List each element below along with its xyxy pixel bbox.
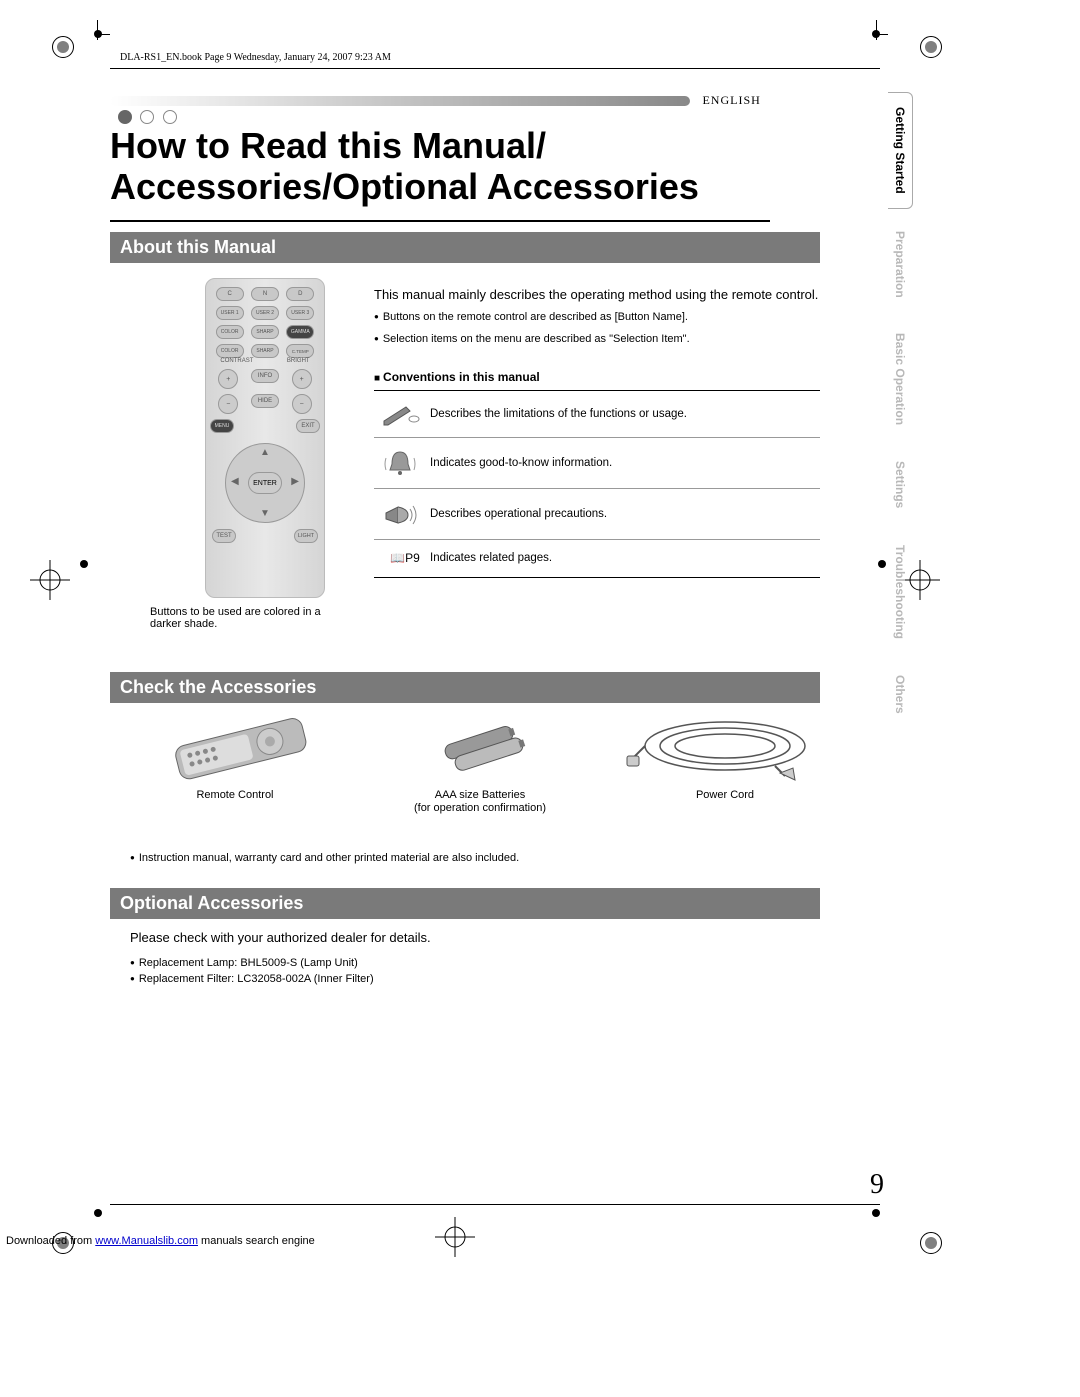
about-text-block: This manual mainly describes the operati… — [374, 286, 820, 578]
accessory-item: Power Cord — [620, 708, 830, 815]
remote-illustration: C N D USER 1 USER 2 USER 3 COLOR SHARP G… — [180, 278, 350, 630]
side-tab-troubleshooting[interactable]: Troubleshooting — [888, 531, 912, 653]
book-ref-icon: 📖P9 — [380, 550, 430, 567]
megaphone-icon — [380, 499, 430, 529]
convention-text: Indicates related pages. — [430, 550, 814, 566]
doc-header-info: DLA-RS1_EN.book Page 9 Wednesday, Januar… — [120, 52, 391, 63]
page-number: 9 — [870, 1169, 884, 1201]
remote-btn: INFO — [251, 369, 279, 383]
accessory-label: Remote Control — [130, 789, 340, 802]
side-tab-getting-started[interactable]: Getting Started — [888, 92, 913, 209]
accessories-row: Remote Control AAA size Batteries (for o… — [130, 708, 830, 815]
side-tab-preparation[interactable]: Preparation — [888, 217, 912, 312]
remote-btn: + — [292, 369, 312, 389]
remote-btn-dark: GAMMA — [286, 325, 314, 339]
footer-rule — [110, 1204, 880, 1205]
optional-item: Replacement Filter: LC32058-002A (Inner … — [130, 973, 820, 985]
side-tab-settings[interactable]: Settings — [888, 447, 912, 522]
language-bar: ENGLISH — [110, 92, 830, 106]
language-label: ENGLISH — [702, 93, 760, 107]
convention-text: Indicates good-to-know information. — [430, 455, 814, 471]
remote-btn: D — [286, 287, 314, 301]
side-tab-others[interactable]: Others — [888, 661, 912, 728]
side-tab-basic-operation[interactable]: Basic Operation — [888, 319, 912, 439]
remote-btn: COLOR — [216, 344, 244, 358]
remote-btn: C.TEMP — [286, 344, 314, 358]
remote-btn: USER 3 — [286, 306, 314, 320]
about-intro: This manual mainly describes the operati… — [374, 286, 820, 304]
remote-btn: LIGHT — [294, 529, 318, 543]
about-bullet: Selection items on the menu are describe… — [374, 332, 820, 347]
conventions-heading: Conventions in this manual — [374, 369, 820, 386]
lang-dot-inactive — [163, 110, 177, 124]
convention-text: Describes the limitations of the functio… — [430, 406, 814, 422]
remote-btn: TEST — [212, 529, 236, 543]
bell-icon — [380, 448, 430, 478]
remote-caption: Buttons to be used are colored in a dark… — [150, 606, 350, 630]
remote-btn: EXIT — [296, 419, 320, 433]
header-rule — [110, 68, 880, 69]
conventions-table: Describes the limitations of the functio… — [374, 391, 820, 578]
accessory-label: Power Cord — [620, 789, 830, 802]
included-note: Instruction manual, warranty card and ot… — [130, 852, 519, 864]
side-tabs: Getting Started Preparation Basic Operat… — [888, 92, 920, 735]
remote-control-image — [130, 708, 340, 783]
remote-btn: N — [251, 287, 279, 301]
remote-btn: − — [218, 394, 238, 414]
batteries-image — [375, 708, 585, 783]
optional-item: Replacement Lamp: BHL5009-S (Lamp Unit) — [130, 957, 820, 969]
accessory-item: Remote Control — [130, 708, 340, 815]
power-cord-image — [620, 708, 830, 783]
lang-dot-active — [118, 110, 132, 124]
accessory-label: AAA size Batteries (for operation confir… — [375, 789, 585, 815]
accessory-item: AAA size Batteries (for operation confir… — [375, 708, 585, 815]
title-underline — [110, 220, 770, 222]
remote-dpad: ▲ ▼ ◀ ▶ ENTER — [225, 443, 305, 523]
remote-btn: + — [218, 369, 238, 389]
about-bullet: Buttons on the remote control are descri… — [374, 310, 820, 325]
section-about-heading: About this Manual — [110, 232, 820, 263]
section-optional-heading: Optional Accessories — [110, 888, 820, 919]
remote-btn: USER 2 — [251, 306, 279, 320]
optional-block: Please check with your authorized dealer… — [130, 930, 820, 985]
remote-btn: USER 1 — [216, 306, 244, 320]
remote-btn: SHARP — [251, 325, 279, 339]
main-title: How to Read this Manual/ Accessories/Opt… — [110, 125, 770, 208]
remote-btn: C — [216, 287, 244, 301]
remote-btn: − — [292, 394, 312, 414]
remote-btn: SHARP — [251, 344, 279, 358]
manualslib-link[interactable]: www.Manualslib.com — [95, 1235, 198, 1247]
section-check-heading: Check the Accessories — [110, 672, 820, 703]
remote-btn-dark: MENU — [210, 419, 234, 433]
convention-text: Describes operational precautions. — [430, 506, 814, 522]
download-footer: Downloaded from www.Manualslib.com manua… — [6, 1235, 315, 1247]
optional-intro: Please check with your authorized dealer… — [130, 930, 820, 945]
pencil-icon — [380, 401, 430, 427]
remote-btn: COLOR — [216, 325, 244, 339]
remote-btn: HIDE — [251, 394, 279, 408]
lang-dot-inactive — [140, 110, 154, 124]
